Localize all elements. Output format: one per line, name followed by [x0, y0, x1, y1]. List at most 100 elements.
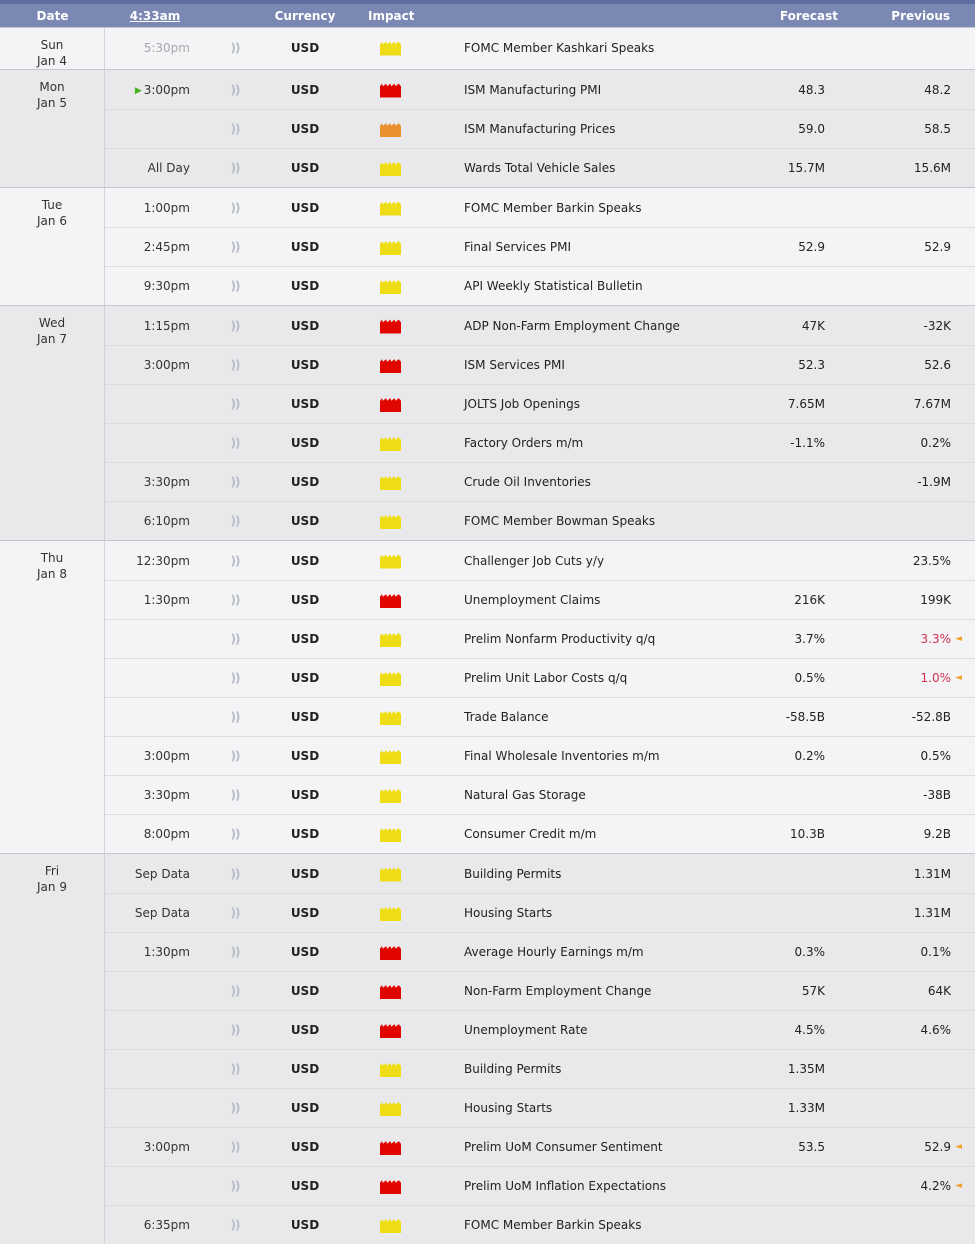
calendar-row[interactable]: 2:45pm)) USD Final Services PMI 52.9 52.9 — [105, 227, 975, 266]
day-date: Jan 5 — [37, 96, 67, 110]
calendar-row[interactable]: 1:00pm)) USD FOMC Member Barkin Speaks — [105, 188, 975, 227]
impact-red-icon[interactable] — [380, 398, 401, 412]
impact-red-icon[interactable] — [380, 1024, 401, 1038]
audio-alert-icon[interactable]: )) — [230, 749, 241, 763]
calendar-row[interactable]: 3:00pm)) USD Final Wholesale Inventories m… — [105, 736, 975, 775]
calendar-row[interactable]: )) USD Prelim Nonfarm Productivity q/q 3.7%… — [105, 619, 975, 658]
calendar-row[interactable]: 8:00pm)) USD Consumer Credit m/m 10.3B 9.2B — [105, 814, 975, 853]
calendar-row[interactable]: ▶ 3:00pm)) USD ISM Manufacturing PMI 48.3 48.… — [105, 70, 975, 109]
calendar-row[interactable]: 3:00pm)) USD ISM Services PMI 52.3 52.6 — [105, 345, 975, 384]
calendar-row[interactable]: )) USD Factory Orders m/m -1.1% 0.2% — [105, 423, 975, 462]
calendar-row[interactable]: )) USD Trade Balance -58.5B -52.8B — [105, 697, 975, 736]
impact-red-icon[interactable] — [380, 83, 401, 98]
audio-alert-icon[interactable]: )) — [230, 161, 241, 175]
audio-alert-icon[interactable]: )) — [230, 318, 241, 333]
audio-alert-icon[interactable]: )) — [230, 279, 241, 293]
calendar-row[interactable]: 3:00pm)) USD Prelim UoM Consumer Sentiment… — [105, 1127, 975, 1166]
calendar-row[interactable]: 9:30pm)) USD API Weekly Statistical Bullet… — [105, 266, 975, 305]
previous-cell: -1.9M — [855, 475, 975, 489]
audio-alert-icon[interactable]: )) — [230, 514, 241, 528]
event-name: Wards Total Vehicle Sales — [464, 161, 616, 175]
calendar-row[interactable]: All Day)) USD Wards Total Vehicle Sales 15.… — [105, 148, 975, 187]
impact-yellow-icon[interactable] — [380, 867, 401, 882]
impact-yellow-icon[interactable] — [380, 711, 401, 725]
impact-red-icon[interactable] — [380, 1180, 401, 1194]
audio-alert-icon[interactable]: )) — [230, 475, 241, 489]
audio-alert-icon[interactable]: )) — [230, 1101, 241, 1115]
impact-yellow-icon[interactable] — [380, 1219, 401, 1233]
audio-alert-icon[interactable]: )) — [230, 122, 241, 136]
audio-alert-icon[interactable]: )) — [230, 710, 241, 724]
impact-yellow-icon[interactable] — [380, 750, 401, 764]
calendar-row[interactable]: 1:30pm)) USD Unemployment Claims 216K 199K — [105, 580, 975, 619]
calendar-row[interactable]: )) USD ISM Manufacturing Prices 59.0 58.5 — [105, 109, 975, 148]
calendar-row[interactable]: )) USD Prelim Unit Labor Costs q/q 0.5% 1.0%… — [105, 658, 975, 697]
impact-yellow-icon[interactable] — [380, 437, 401, 451]
audio-alert-icon[interactable]: )) — [230, 436, 241, 450]
impact-yellow-icon[interactable] — [380, 554, 401, 569]
audio-alert-icon[interactable]: )) — [230, 1218, 241, 1232]
impact-orange-icon[interactable] — [380, 123, 401, 137]
audio-alert-icon[interactable]: )) — [230, 397, 241, 411]
calendar-row[interactable]: 6:10pm)) USD FOMC Member Bowman Speaks — [105, 501, 975, 540]
audio-alert-icon[interactable]: )) — [230, 906, 241, 920]
audio-alert-icon[interactable]: )) — [230, 1140, 241, 1154]
impact-yellow-icon[interactable] — [380, 789, 401, 803]
calendar-row[interactable]: 3:30pm)) USD Natural Gas Storage -38B — [105, 775, 975, 814]
audio-alert-icon[interactable]: )) — [230, 358, 241, 372]
impact-yellow-icon[interactable] — [380, 41, 401, 56]
impact-yellow-icon[interactable] — [380, 907, 401, 921]
audio-alert-icon[interactable]: )) — [230, 82, 241, 97]
impact-yellow-icon[interactable] — [380, 828, 401, 842]
impact-yellow-icon[interactable] — [380, 1102, 401, 1116]
calendar-row[interactable]: )) USD Building Permits 1.35M — [105, 1049, 975, 1088]
calendar-row[interactable]: 5:30pm)) USD FOMC Member Kashkari Speaks — [105, 28, 975, 67]
calendar-row[interactable]: 6:35pm)) USD FOMC Member Barkin Speaks — [105, 1205, 975, 1244]
audio-alert-icon[interactable]: )) — [230, 671, 241, 685]
audio-alert-icon[interactable]: )) — [230, 553, 241, 568]
calendar-row[interactable]: )) USD Unemployment Rate 4.5% 4.6% — [105, 1010, 975, 1049]
impact-red-icon[interactable] — [380, 359, 401, 373]
audio-alert-icon[interactable]: )) — [230, 1062, 241, 1076]
audio-alert-icon[interactable]: )) — [230, 788, 241, 802]
impact-yellow-icon[interactable] — [380, 162, 401, 176]
calendar-row[interactable]: 1:30pm)) USD Average Hourly Earnings m/m 0.… — [105, 932, 975, 971]
day-name: Tue — [41, 198, 63, 212]
audio-alert-icon[interactable]: )) — [230, 40, 241, 55]
audio-alert-icon[interactable]: )) — [230, 827, 241, 841]
impact-yellow-icon[interactable] — [380, 515, 401, 529]
calendar-row[interactable]: 3:30pm)) USD Crude Oil Inventories -1.9M — [105, 462, 975, 501]
impact-red-icon[interactable] — [380, 946, 401, 960]
calendar-row[interactable]: Sep Data)) USD Building Permits 1.31M — [105, 854, 975, 893]
impact-yellow-icon[interactable] — [380, 672, 401, 686]
impact-yellow-icon[interactable] — [380, 201, 401, 216]
impact-yellow-icon[interactable] — [380, 1063, 401, 1077]
impact-yellow-icon[interactable] — [380, 476, 401, 490]
audio-alert-icon[interactable]: )) — [230, 632, 241, 646]
audio-alert-icon[interactable]: )) — [230, 866, 241, 881]
impact-red-icon[interactable] — [380, 594, 401, 608]
audio-alert-icon[interactable]: )) — [230, 200, 241, 215]
audio-alert-icon[interactable]: )) — [230, 1023, 241, 1037]
impact-yellow-icon[interactable] — [380, 241, 401, 255]
impact-red-icon[interactable] — [380, 319, 401, 334]
previous-value: 4.6% — [920, 1023, 952, 1037]
audio-alert-icon[interactable]: )) — [230, 1179, 241, 1193]
impact-yellow-icon[interactable] — [380, 280, 401, 294]
impact-yellow-icon[interactable] — [380, 633, 401, 647]
calendar-row[interactable]: )) USD Non-Farm Employment Change 57K 64K — [105, 971, 975, 1010]
calendar-row[interactable]: )) USD Prelim UoM Inflation Expectations 4.… — [105, 1166, 975, 1205]
impact-red-icon[interactable] — [380, 1141, 401, 1155]
calendar-row[interactable]: Sep Data)) USD Housing Starts 1.31M — [105, 893, 975, 932]
calendar-row[interactable]: )) USD Housing Starts 1.33M — [105, 1088, 975, 1127]
calendar-row[interactable]: )) USD JOLTS Job Openings 7.65M 7.67M — [105, 384, 975, 423]
audio-alert-icon[interactable]: )) — [230, 240, 241, 254]
audio-alert-icon[interactable]: )) — [230, 593, 241, 607]
current-time-link[interactable]: 4:33am — [129, 8, 181, 23]
audio-cell: )) — [205, 632, 265, 646]
audio-alert-icon[interactable]: )) — [230, 984, 241, 998]
calendar-row[interactable]: 1:15pm)) USD ADP Non-Farm Employment Chang… — [105, 306, 975, 345]
impact-red-icon[interactable] — [380, 985, 401, 999]
calendar-row[interactable]: 12:30pm)) USD Challenger Job Cuts y/y 23.5% — [105, 541, 975, 580]
audio-alert-icon[interactable]: )) — [230, 945, 241, 959]
